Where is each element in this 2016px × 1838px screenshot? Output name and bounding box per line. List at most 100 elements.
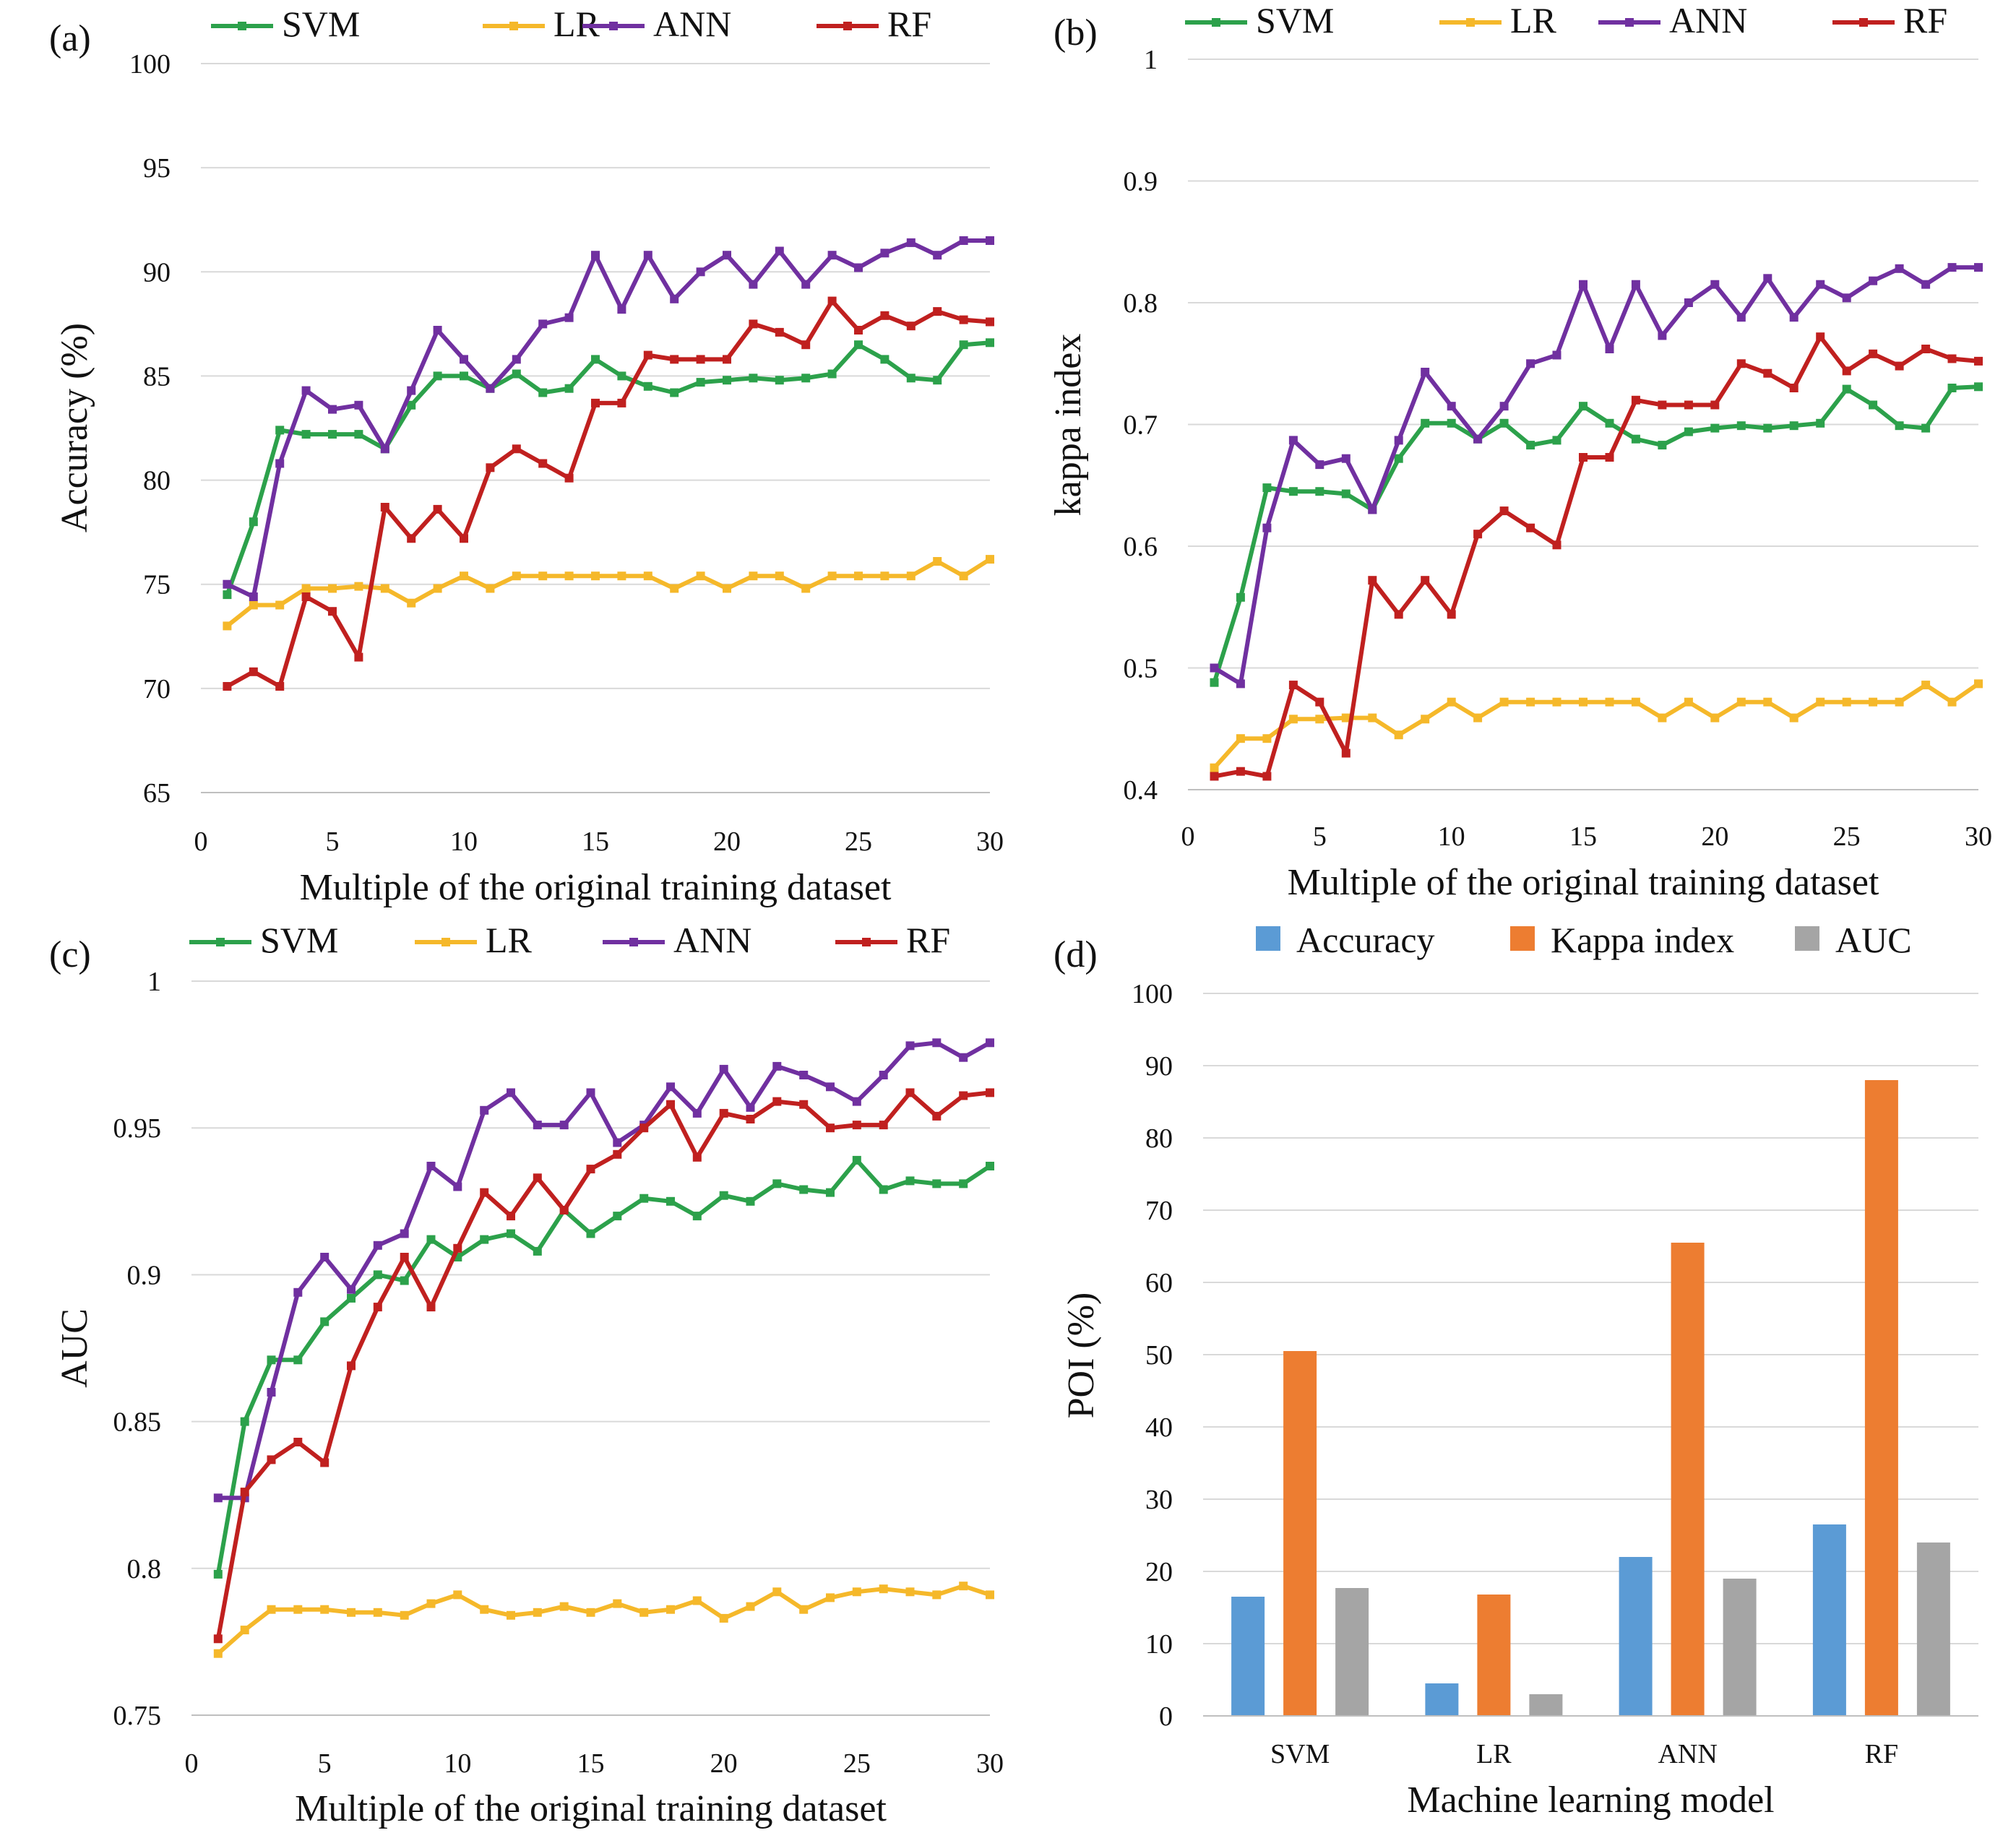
series-ann — [213, 1038, 994, 1503]
x-axis-title: Multiple of the original training datase… — [1288, 862, 1879, 903]
data-point — [1421, 576, 1430, 585]
legend-marker — [509, 22, 518, 30]
data-point — [354, 582, 363, 591]
data-point — [223, 579, 232, 589]
data-point — [643, 350, 652, 360]
data-point — [666, 1196, 675, 1206]
legend: SVM LR ANN RF — [1185, 0, 1947, 40]
data-point — [453, 1182, 462, 1191]
data-point — [905, 1176, 915, 1186]
legend-label-auc: AUC — [1835, 920, 1912, 960]
bar-auc-rf — [1916, 1543, 1950, 1716]
data-point — [213, 1649, 223, 1658]
data-point — [775, 246, 784, 256]
data-point — [666, 1100, 675, 1109]
data-point — [240, 1626, 249, 1635]
x-tick-label: 5 — [326, 827, 340, 857]
data-point — [559, 1602, 569, 1611]
legend-marker — [1625, 18, 1634, 27]
data-point — [400, 1276, 409, 1285]
legend-label-svm: SVM — [282, 4, 360, 44]
data-point — [1236, 679, 1245, 689]
data-point — [906, 374, 916, 383]
y-tick-label: 75 — [143, 570, 171, 600]
data-point — [591, 398, 600, 407]
data-point — [643, 381, 652, 391]
y-tick-label: 80 — [143, 466, 171, 496]
data-point — [1710, 713, 1720, 722]
x-tick-label: 10 — [450, 827, 478, 857]
data-point — [905, 1088, 915, 1097]
data-point — [512, 355, 521, 364]
data-point — [1579, 402, 1588, 411]
data-point — [400, 1229, 409, 1238]
series-svm — [213, 1155, 994, 1579]
data-point — [1605, 345, 1614, 353]
data-point — [301, 386, 311, 395]
data-point — [1552, 540, 1561, 550]
data-point — [986, 1038, 994, 1048]
data-point — [826, 1593, 835, 1602]
y-tick-label: 0.5 — [1124, 654, 1158, 684]
bar-kappa-index-svm — [1283, 1351, 1317, 1716]
data-point — [696, 267, 705, 277]
data-point — [959, 1179, 968, 1188]
data-point — [746, 1602, 755, 1611]
data-point — [1341, 454, 1351, 463]
x-axis-title: Multiple of the original training datase… — [295, 1788, 887, 1829]
data-point — [1736, 697, 1746, 707]
data-point — [852, 1121, 861, 1130]
data-point — [880, 571, 889, 581]
x-tick-label: 30 — [976, 1748, 1004, 1779]
data-point — [275, 426, 285, 435]
data-point — [433, 504, 442, 514]
bar-auc-ann — [1723, 1579, 1757, 1716]
data-point — [1816, 332, 1825, 342]
data-point — [1262, 734, 1272, 743]
data-point — [959, 236, 968, 245]
series-line-rf — [215, 1090, 991, 1639]
data-point — [1421, 368, 1430, 376]
data-point — [1974, 356, 1983, 366]
data-point — [460, 534, 468, 543]
data-point — [1210, 663, 1219, 673]
data-point — [959, 340, 968, 350]
series-line-ann — [1212, 265, 1978, 686]
x-tick-label: LR — [1476, 1739, 1512, 1769]
y-tick-label: 80 — [1145, 1123, 1173, 1154]
data-point — [380, 503, 389, 512]
data-point — [301, 430, 311, 439]
y-tick-label: 0.4 — [1124, 775, 1158, 806]
data-point — [749, 374, 758, 383]
data-point — [1684, 400, 1693, 410]
data-point — [775, 327, 784, 337]
x-tick-label: 25 — [843, 1748, 871, 1779]
x-tick-label: 5 — [1313, 821, 1327, 852]
data-point — [453, 1590, 462, 1600]
data-point — [293, 1438, 303, 1446]
data-point — [643, 251, 652, 260]
data-point — [801, 374, 811, 383]
data-point — [799, 1100, 809, 1109]
data-point — [746, 1103, 755, 1112]
data-point — [347, 1285, 356, 1294]
data-point — [591, 355, 600, 364]
data-point — [775, 571, 784, 581]
data-point — [1816, 697, 1825, 707]
data-point — [692, 1596, 702, 1605]
bar-auc-svm — [1335, 1588, 1369, 1716]
data-point — [426, 1599, 436, 1608]
legend-label-rf: RF — [1903, 0, 1947, 40]
data-point — [986, 338, 994, 348]
series-line-rf — [1213, 335, 1979, 779]
data-point — [249, 600, 258, 610]
data-point — [1816, 418, 1825, 428]
x-tick-label: ANN — [1658, 1739, 1717, 1769]
legend-marker — [843, 22, 852, 30]
data-point — [959, 315, 968, 324]
data-point — [1658, 331, 1667, 340]
data-point — [1473, 713, 1483, 722]
data-point — [986, 1162, 994, 1170]
data-point — [1236, 734, 1245, 743]
